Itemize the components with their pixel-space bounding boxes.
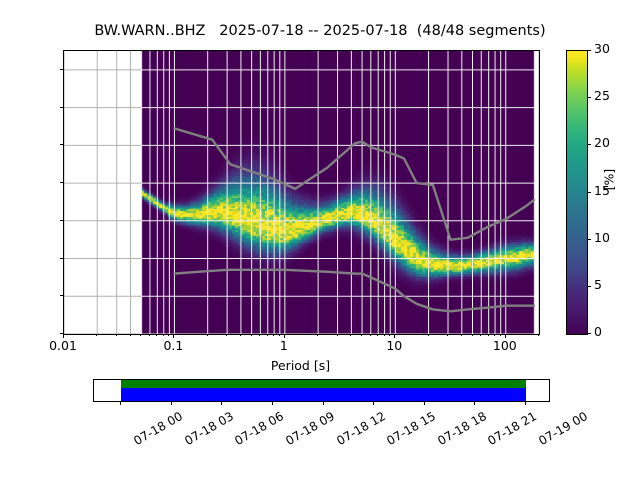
x-minor-tick xyxy=(148,334,150,336)
x-minor-tick xyxy=(206,334,208,336)
x-minor-tick xyxy=(487,334,489,336)
timeline-segments-bar xyxy=(121,388,526,401)
x-minor-tick xyxy=(115,334,117,336)
timeline-tick-mark xyxy=(221,401,223,405)
x-tick-mark xyxy=(283,334,285,338)
timeline-tick-mark xyxy=(271,401,273,405)
y-tick-mark xyxy=(59,182,63,184)
y-tick-mark xyxy=(59,68,63,70)
x-minor-tick xyxy=(447,334,448,336)
x-tick-label: 10 xyxy=(386,338,403,353)
timeline-tick-mark xyxy=(525,401,526,405)
colorbar-tick-label: 10 xyxy=(594,229,610,245)
x-minor-tick xyxy=(383,334,385,336)
x-minor-tick xyxy=(96,334,98,336)
y-tick-mark xyxy=(59,295,63,297)
colorbar-tick-mark xyxy=(587,50,591,51)
ppsd-axes-inner xyxy=(64,51,539,334)
timeline-tick-mark xyxy=(423,401,425,405)
colorbar-tick-label: 5 xyxy=(594,276,602,292)
timeline-tick-mark xyxy=(373,401,375,405)
y-tick-mark xyxy=(59,219,63,221)
x-minor-tick xyxy=(168,334,170,336)
timeline-tick-label: 07-18 15 xyxy=(384,409,439,449)
x-minor-tick xyxy=(499,334,501,336)
x-minor-tick xyxy=(389,334,391,336)
colorbar xyxy=(566,50,588,335)
x-minor-tick xyxy=(259,334,261,336)
colorbar-tick-label: 20 xyxy=(594,135,610,151)
x-minor-tick xyxy=(427,334,429,336)
x-minor-tick xyxy=(250,334,252,336)
timeline-tick-label: 07-18 00 xyxy=(131,409,185,449)
x-minor-tick xyxy=(494,334,496,336)
x-minor-tick xyxy=(273,334,275,336)
x-tick-mark xyxy=(394,334,396,338)
x-minor-tick xyxy=(317,334,319,336)
y-tick-mark xyxy=(59,106,63,108)
page-title: BW.WARN..BHZ 2025-07-18 -- 2025-07-18 (4… xyxy=(94,23,546,39)
x-minor-tick xyxy=(471,334,473,336)
ppsd-histogram-heatmap xyxy=(64,51,539,334)
timeline-coverage-bar xyxy=(121,380,526,388)
x-minor-tick xyxy=(538,334,539,336)
x-tick-label: 100 xyxy=(492,338,517,353)
timeline-tick-label: 07-18 03 xyxy=(181,409,236,449)
colorbar-label: [%] xyxy=(601,168,617,191)
x-axis-label: Period [s] xyxy=(270,358,331,373)
x-minor-tick xyxy=(226,334,228,336)
y-tick-mark xyxy=(59,257,63,259)
x-minor-tick xyxy=(460,334,462,336)
x-minor-tick xyxy=(278,334,280,336)
colorbar-tick-mark xyxy=(587,333,591,334)
timeline-tick-mark xyxy=(120,401,121,405)
timeline-tick-label: 07-19 00 xyxy=(536,409,590,449)
colorbar-tick-mark xyxy=(587,97,591,99)
data-coverage-timeline[interactable] xyxy=(93,379,550,402)
y-tick-mark xyxy=(59,144,63,146)
timeline-tick-label: 07-18 09 xyxy=(283,409,337,449)
x-minor-tick xyxy=(162,334,164,336)
timeline-tick-label: 07-18 12 xyxy=(333,409,388,449)
colorbar-tick-label: 15 xyxy=(594,182,610,198)
x-minor-tick xyxy=(129,334,131,336)
x-tick-label: 1 xyxy=(279,338,288,353)
x-tick-mark xyxy=(63,334,64,338)
x-minor-tick xyxy=(350,334,352,336)
x-tick-label: 0.01 xyxy=(49,338,77,353)
colorbar-tick-label: 25 xyxy=(594,88,610,104)
timeline-tick-mark xyxy=(322,401,324,405)
timeline-tick-mark xyxy=(170,401,172,405)
colorbar-tick-label: 0 xyxy=(594,324,602,339)
x-minor-tick xyxy=(239,334,241,336)
x-minor-tick xyxy=(140,334,142,336)
x-minor-tick xyxy=(369,334,371,336)
x-minor-tick xyxy=(156,334,158,336)
timeline-tick-label: 07-18 18 xyxy=(435,409,489,449)
x-minor-tick xyxy=(480,334,482,336)
colorbar-tick-mark xyxy=(587,238,591,240)
ppsd-plot-area[interactable] xyxy=(63,50,540,335)
timeline-tick-label: 07-18 21 xyxy=(485,409,540,449)
timeline-tick-mark xyxy=(474,401,476,405)
colorbar-tick-mark xyxy=(587,144,591,146)
x-tick-label: 0.1 xyxy=(163,338,184,353)
x-minor-tick xyxy=(336,334,338,336)
x-tick-mark xyxy=(504,334,506,338)
x-minor-tick xyxy=(361,334,363,336)
colorbar-tick-label: 30 xyxy=(594,41,610,56)
colorbar-tick-mark xyxy=(587,191,591,193)
y-tick-mark xyxy=(59,333,63,334)
timeline-tick-label: 07-18 06 xyxy=(232,409,287,449)
x-tick-mark xyxy=(173,334,175,338)
x-minor-tick xyxy=(377,334,379,336)
colorbar-tick-mark xyxy=(587,285,591,287)
x-minor-tick xyxy=(266,334,268,336)
